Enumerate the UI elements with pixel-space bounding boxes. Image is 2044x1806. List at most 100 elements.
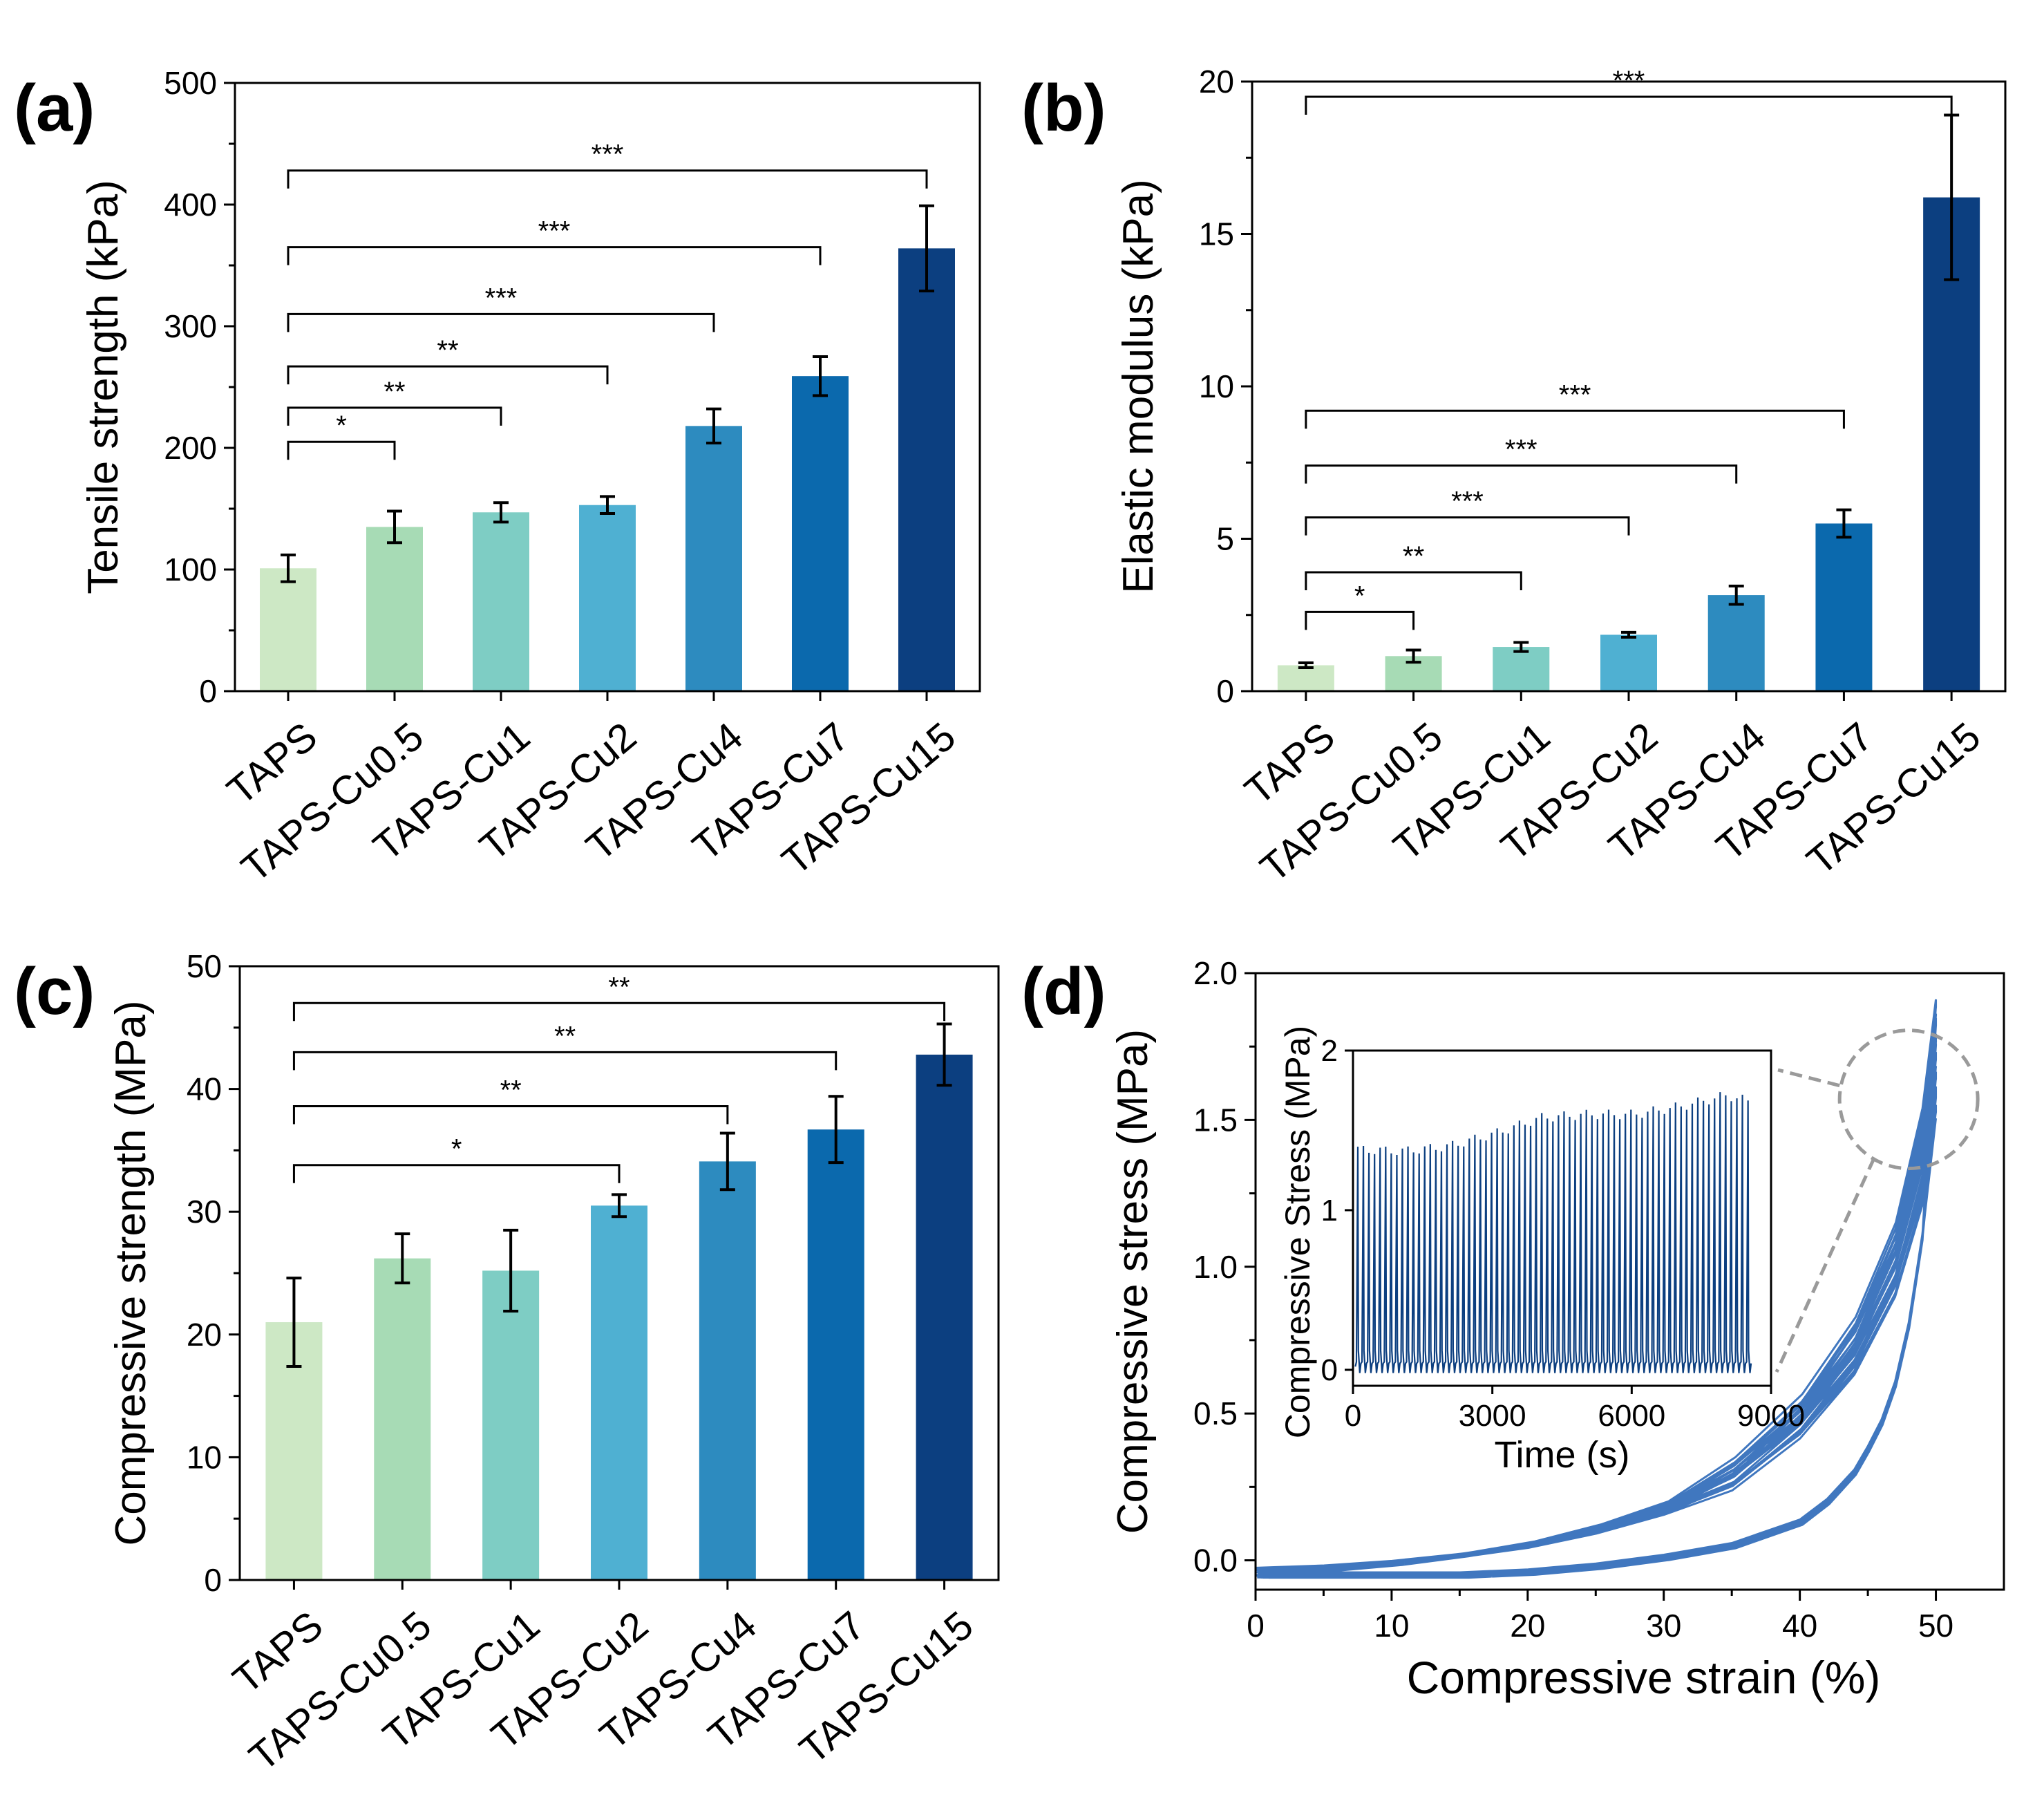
y-tick-label: 30 [187, 1194, 222, 1230]
significance-bracket [292, 1164, 621, 1183]
y-axis-label: Elastic modulus (kPa) [1115, 179, 1162, 594]
y-tick-label: 100 [164, 552, 217, 587]
bar-TAPS-Cu0.5 [374, 1258, 431, 1580]
inset-frame [1352, 1049, 1772, 1387]
x-tick-label: 20 [1510, 1608, 1545, 1644]
inset-x-tick-label: 3000 [1459, 1399, 1526, 1433]
y-axis-label: Compressive stress (MPa) [1109, 1029, 1157, 1534]
panel-label: (d) [1021, 954, 1106, 1028]
significance-bracket [1305, 95, 1953, 115]
inset-background [1353, 1051, 1771, 1386]
bar-TAPS-Cu1 [473, 512, 529, 691]
significance-label: *** [485, 283, 518, 313]
bar-TAPS-Cu0.5 [366, 527, 423, 691]
x-tick-label: TAPS-Cu0.5 [233, 714, 432, 891]
plot-frame [1254, 972, 2005, 1591]
panel-d: (d)0 10 20 30 40 500.00.51.01.52.0Compressive… [1021, 954, 2005, 1703]
y-tick-label: 1.0 [1193, 1249, 1238, 1285]
y-tick-label: 300 [164, 308, 217, 344]
y-tick-label: 0 [1216, 673, 1234, 709]
y-tick-label: 50 [187, 948, 222, 984]
significance-bracket [292, 1001, 946, 1022]
significance-bracket [1305, 516, 1630, 536]
significance-label: *** [1451, 487, 1484, 517]
zoom-leader-line [1775, 1157, 1876, 1373]
bar-TAPS-Cu7 [792, 376, 849, 691]
significance-label: *** [592, 140, 624, 170]
inset-x-tick-label: 6000 [1598, 1399, 1665, 1433]
significance-label: ** [500, 1075, 522, 1105]
significance-label: *** [1559, 379, 1591, 410]
significance-bracket [1305, 571, 1522, 591]
panel-a: (a)**************0100200300400500TAPSTAP… [14, 65, 981, 891]
bar-TAPS-Cu7 [807, 1129, 864, 1580]
panel-c: (c)*******01020304050TAPSTAPS-Cu0.5TAPS-… [14, 948, 1000, 1780]
zoom-circle [1837, 1028, 1980, 1171]
bar-TAPS-Cu2 [579, 505, 636, 691]
y-tick-label: 200 [164, 430, 217, 466]
bar-TAPS-Cu1 [482, 1270, 540, 1580]
y-tick-label: 0.5 [1193, 1395, 1238, 1431]
y-tick-label: 0 [199, 673, 217, 709]
inset-y-tick-label: 0 [1321, 1353, 1338, 1387]
bar-TAPS-Cu1 [1493, 647, 1550, 691]
bar-TAPS-Cu15 [898, 248, 955, 691]
significance-bracket [287, 440, 396, 460]
panel-label: (b) [1021, 71, 1106, 145]
significance-label: ** [554, 1021, 576, 1051]
y-tick-label: 0.0 [1193, 1543, 1238, 1579]
bar-TAPS-Cu4 [1707, 595, 1765, 691]
significance-bracket [287, 406, 502, 426]
panel-label: (c) [14, 954, 95, 1028]
y-axis-label: Compressive strength (MPa) [107, 1000, 155, 1545]
y-tick-label: 20 [1199, 64, 1234, 100]
significance-label: ** [608, 972, 630, 1002]
bar-TAPS [260, 568, 316, 691]
significance-bracket [287, 312, 715, 332]
y-axis-label: Tensile strength (kPa) [79, 180, 127, 594]
panel-label: (a) [14, 71, 95, 145]
x-axis-label: Compressive strain (%) [1407, 1652, 1881, 1703]
y-tick-label: 400 [164, 187, 217, 223]
inset-y-axis-label: Compressive Stress (MPa) [1278, 1026, 1317, 1438]
inset-stress-time-signal [1354, 1092, 1752, 1373]
x-tick-label: 40 [1782, 1608, 1817, 1644]
panel-b: (b)***************05101520TAPSTAPS-Cu0.5… [1021, 64, 2007, 891]
y-tick-label: 500 [164, 65, 217, 101]
significance-bracket [292, 1104, 729, 1125]
bar-TAPS-Cu15 [916, 1054, 973, 1580]
bar-TAPS-Cu7 [1815, 523, 1873, 691]
y-tick-label: 10 [187, 1439, 222, 1475]
zoom-leader-line [1777, 1068, 1840, 1088]
significance-bracket [1305, 610, 1415, 630]
y-tick-label: 20 [187, 1317, 222, 1353]
bar-TAPS-Cu2 [591, 1205, 647, 1580]
inset-y-tick-label: 1 [1321, 1194, 1338, 1227]
significance-label: ** [384, 377, 405, 407]
significance-bracket [1305, 464, 1738, 484]
significance-label: * [451, 1134, 462, 1165]
y-tick-label: 40 [187, 1071, 222, 1107]
x-tick-label: 30 [1646, 1608, 1681, 1644]
significance-label: ** [1403, 541, 1424, 572]
bar-TAPS-Cu2 [1600, 634, 1657, 691]
inset-x-axis-label: Time (s) [1495, 1434, 1630, 1476]
significance-label: * [1354, 581, 1365, 611]
stress-strain-loops [1255, 999, 1938, 1579]
significance-bracket [287, 169, 928, 189]
significance-label: *** [1505, 435, 1537, 465]
x-tick-label: 0 [1247, 1608, 1265, 1644]
bar-TAPS-Cu4 [685, 426, 742, 691]
significance-bracket [287, 365, 609, 385]
bar-TAPS [1277, 665, 1334, 691]
y-tick-label: 2.0 [1193, 955, 1238, 991]
significance-bracket [292, 1051, 838, 1071]
significance-label: * [336, 411, 347, 441]
y-tick-label: 1.5 [1193, 1102, 1238, 1138]
inset-y-tick-label: 2 [1321, 1034, 1338, 1068]
y-tick-label: 5 [1216, 521, 1234, 557]
y-tick-label: 10 [1199, 368, 1234, 404]
x-tick-label: 50 [1918, 1608, 1953, 1644]
bar-TAPS-Cu4 [699, 1161, 756, 1580]
inset-x-tick-label: 0 [1345, 1399, 1361, 1433]
